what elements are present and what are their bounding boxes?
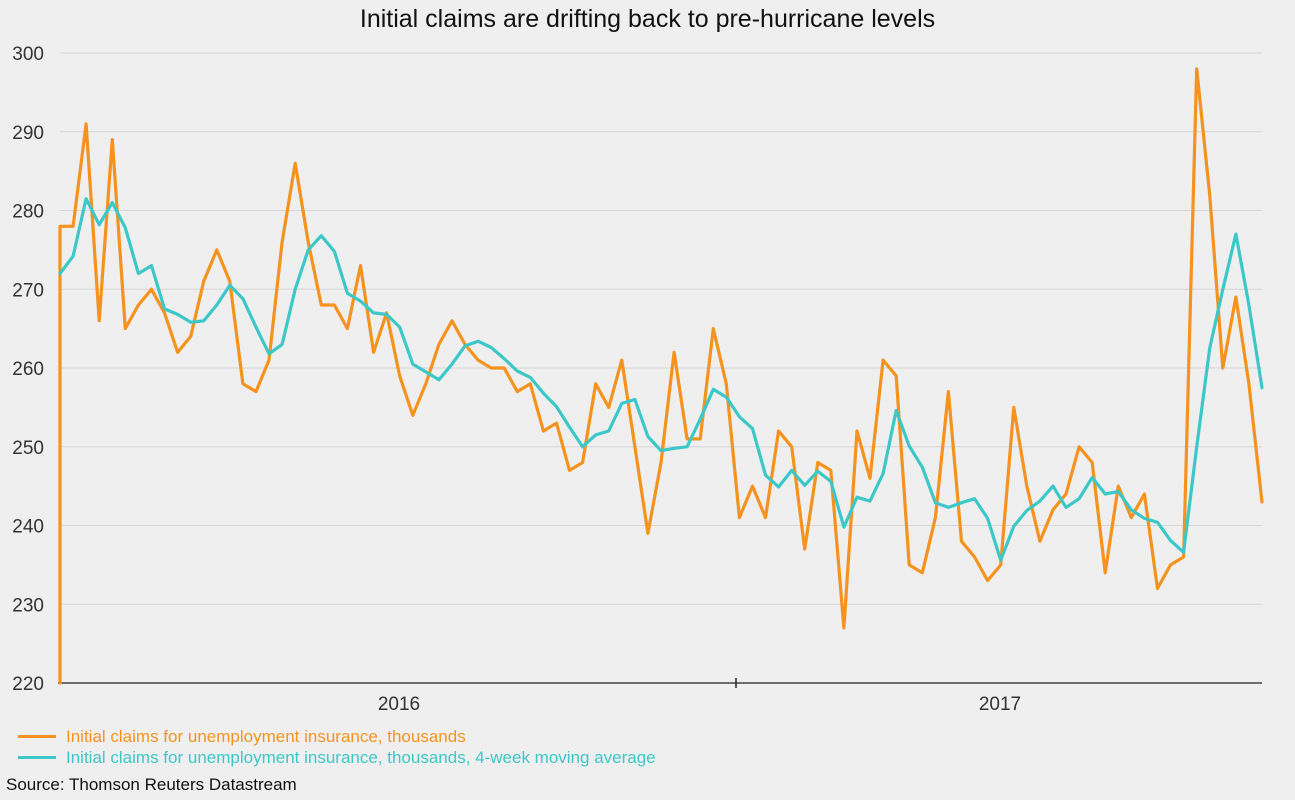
y-tick-label-280: 280 — [12, 202, 44, 223]
y-tick-label-240: 240 — [12, 517, 44, 538]
line-chart: 220 230 240 250 260 270 280 290 300 2016 2017 — [12, 44, 1264, 715]
legend-label-moving-average: Initial claims for unemployment insuranc… — [66, 747, 656, 767]
legend-swatch-moving-average — [18, 756, 56, 759]
y-tick-label-250: 250 — [12, 438, 44, 459]
y-tick-label-220: 220 — [12, 674, 44, 695]
x-tick-label-2017: 2017 — [979, 694, 1021, 715]
legend-swatch-claims — [18, 735, 56, 738]
legend: Initial claims for unemployment insuranc… — [18, 726, 656, 768]
legend-label-claims: Initial claims for unemployment insuranc… — [66, 726, 466, 746]
y-tick-label-270: 270 — [12, 280, 44, 301]
chart-title: Initial claims are drifting back to pre-… — [359, 5, 936, 33]
source-note: Source: Thomson Reuters Datastream — [6, 775, 297, 794]
y-tick-label-290: 290 — [12, 123, 44, 144]
x-axis: 2016 2017 — [58, 678, 1262, 715]
y-axis: 220 230 240 250 260 270 280 290 300 — [12, 44, 44, 695]
y-tick-label-260: 260 — [12, 359, 44, 380]
x-tick-label-2016: 2016 — [378, 694, 420, 715]
y-tick-label-230: 230 — [12, 595, 44, 616]
legend-item-claims: Initial claims for unemployment insuranc… — [18, 726, 656, 747]
grid-lines — [60, 52, 1262, 605]
plot-area — [58, 67, 1264, 685]
series-line-claims — [58, 67, 1264, 685]
series-line-moving-average — [58, 197, 1264, 562]
y-tick-label-300: 300 — [12, 44, 44, 65]
legend-item-moving-average: Initial claims for unemployment insuranc… — [18, 747, 656, 768]
